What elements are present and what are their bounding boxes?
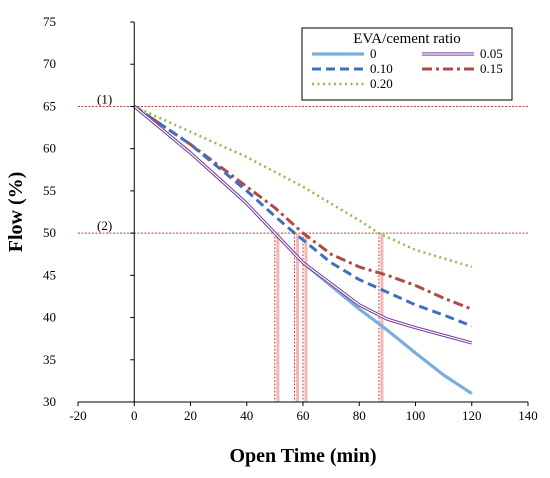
x-tick-label: 100 [406, 408, 426, 423]
y-tick-label: 55 [43, 183, 56, 198]
x-tick-label: 20 [184, 408, 197, 423]
y-tick-label: 65 [43, 98, 56, 113]
y-tick-label: 35 [43, 352, 56, 367]
y-tick-label: 40 [43, 310, 56, 325]
y-tick-label: 45 [43, 267, 56, 282]
series-line-0-10 [133, 105, 473, 328]
reference-lines: (1) (2) [78, 91, 528, 402]
x-axis-title: Open Time (min) [229, 445, 376, 467]
legend: EVA/cement ratio 0 0.05 0.10 0.15 0.20 [301, 27, 513, 101]
y-tick-label: 70 [43, 56, 56, 71]
x-tick-label: 120 [462, 408, 482, 423]
y-tick-labels: 30 35 40 45 50 55 60 65 70 75 [43, 14, 135, 409]
series-lines [133, 105, 473, 395]
y-tick-label: 50 [43, 225, 56, 240]
x-tick-label: 80 [353, 408, 366, 423]
legend-label: 0.20 [370, 76, 393, 91]
legend-title: EVA/cement ratio [353, 31, 461, 47]
x-tick-label: 140 [518, 408, 538, 423]
reference-label: (1) [97, 91, 112, 106]
series-line-0-05 [133, 105, 472, 344]
y-tick-label: 60 [43, 141, 56, 156]
x-tick-label: 60 [297, 408, 310, 423]
x-tick-label: 40 [240, 408, 253, 423]
y-tick-label: 30 [43, 394, 56, 409]
y-tick-label: 75 [43, 14, 56, 29]
series-line-0-15 [133, 105, 473, 311]
x-tick-label: -20 [69, 408, 86, 423]
legend-label: 0.15 [480, 61, 503, 76]
series-line-0-20 [133, 105, 473, 269]
x-tick-labels: -20 0 20 40 60 80 100 120 140 [69, 402, 538, 423]
y-axis-title: Flow (%) [5, 172, 27, 253]
x-tick-label: 0 [131, 408, 138, 423]
legend-label: 0 [370, 46, 377, 61]
legend-label: 0.10 [370, 61, 393, 76]
reference-label: (2) [97, 218, 112, 233]
legend-box [301, 27, 513, 101]
legend-label: 0.05 [480, 46, 503, 61]
